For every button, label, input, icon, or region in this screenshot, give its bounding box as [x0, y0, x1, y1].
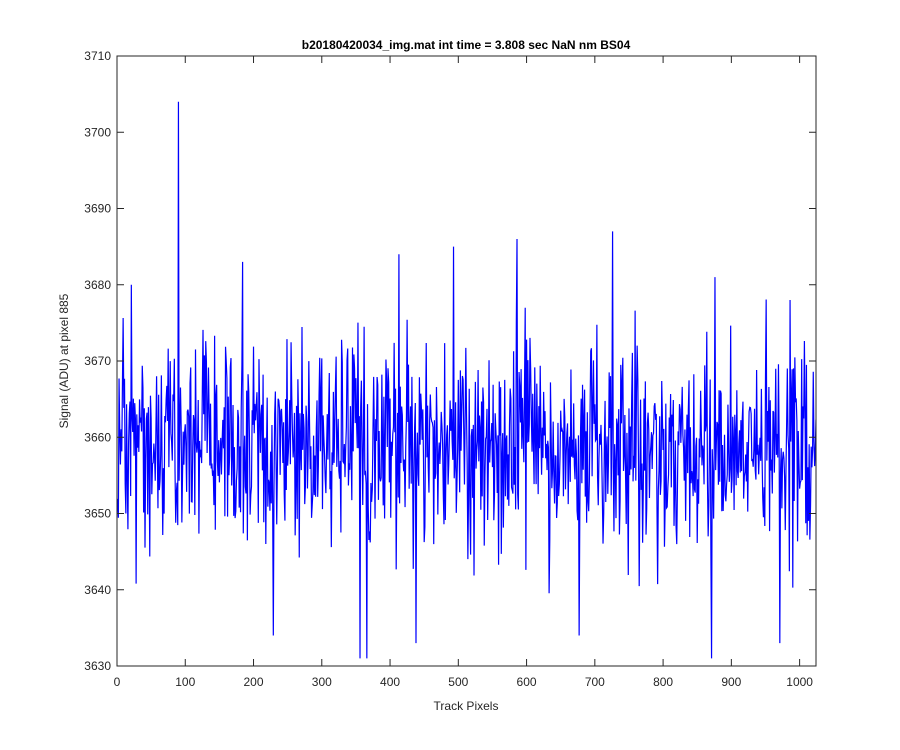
- y-tick-label: 3700: [84, 125, 111, 139]
- x-axis-ticks: 0 100 200 300 400 500 600 700 800 900 1000: [114, 56, 813, 689]
- x-tick-label: 200: [244, 675, 264, 689]
- x-tick-label: 500: [448, 675, 468, 689]
- y-axis-label: Signal (ADU) at pixel 885: [57, 293, 71, 428]
- series-line: [117, 101, 816, 659]
- x-tick-label: 900: [721, 675, 741, 689]
- y-tick-label: 3680: [84, 278, 111, 292]
- x-tick-label: 0: [114, 675, 121, 689]
- y-axis-ticks: 3630 3640 3650 3660 3670 3680 3690 3700 3710: [84, 49, 816, 673]
- x-tick-label: 700: [585, 675, 605, 689]
- y-tick-label: 3690: [84, 202, 111, 216]
- y-tick-label: 3640: [84, 583, 111, 597]
- x-tick-label: 400: [380, 675, 400, 689]
- y-tick-label: 3630: [84, 659, 111, 673]
- x-tick-label: 1000: [786, 675, 813, 689]
- y-tick-label: 3670: [84, 354, 111, 368]
- x-axis-label: Track Pixels: [434, 699, 499, 713]
- series-layer: [117, 101, 816, 659]
- x-tick-label: 800: [653, 675, 673, 689]
- chart-title: b20180420034_img.mat int time = 3.808 se…: [302, 38, 631, 52]
- y-tick-label: 3710: [84, 49, 111, 63]
- y-tick-label: 3650: [84, 507, 111, 521]
- y-tick-label: 3660: [84, 430, 111, 444]
- x-tick-label: 600: [517, 675, 537, 689]
- plot-area: 0 100 200 300 400 500 600 700 800 900 1000 3630 364…: [84, 49, 817, 689]
- x-tick-label: 300: [312, 675, 332, 689]
- x-tick-label: 100: [175, 675, 195, 689]
